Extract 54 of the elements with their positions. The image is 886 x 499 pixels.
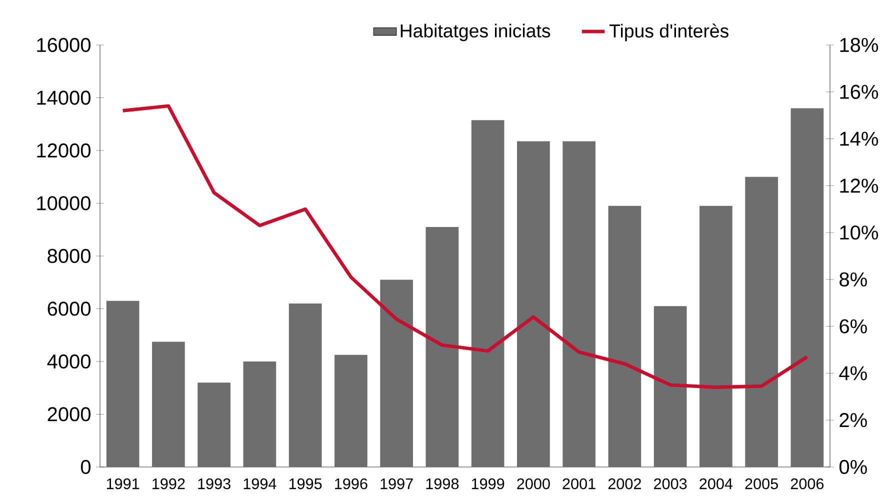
- bar: [380, 280, 413, 467]
- x-tick-label: 2004: [700, 478, 733, 490]
- y2-tick-label: 18%: [840, 38, 878, 52]
- y2-tick-label: 8%: [840, 272, 867, 287]
- bar: [334, 354, 368, 467]
- x-tick-label: 1997: [380, 478, 413, 490]
- bar: [288, 303, 322, 467]
- x-tick-label: 1998: [426, 478, 459, 490]
- y-tick-label: 6000: [48, 302, 90, 316]
- y2-tick-label: 2%: [840, 413, 867, 428]
- bar: [790, 108, 824, 467]
- y2-tick-label: 14%: [840, 132, 878, 146]
- x-tick-label: 1995: [289, 478, 322, 490]
- x-tick-label: 1994: [244, 478, 276, 490]
- y2-tick-label: 10%: [840, 225, 878, 240]
- y-tick-label: 10000: [37, 196, 90, 210]
- bar: [471, 120, 504, 467]
- x-tick-label: 1993: [198, 478, 230, 490]
- x-tick-label: 1999: [472, 478, 504, 490]
- y2-tick-label: 4%: [839, 366, 867, 380]
- x-tick-label: 1996: [335, 478, 368, 490]
- bar: [745, 176, 778, 467]
- y-tick-label: 2000: [48, 407, 90, 422]
- x-tick-label: 2005: [745, 478, 778, 490]
- x-tick-label: 1991: [106, 478, 140, 490]
- bar: [562, 141, 596, 467]
- bar: [700, 206, 732, 467]
- bar: [608, 206, 642, 467]
- y-tick-label: 8000: [48, 248, 90, 264]
- y-tick-label: 4000: [47, 354, 90, 369]
- bar: [243, 361, 276, 467]
- y-tick-label: 12000: [37, 143, 90, 158]
- y-tick-label: 16000: [37, 38, 90, 52]
- y-tick-label: 14000: [37, 90, 90, 105]
- bar: [426, 226, 459, 467]
- x-tick-label: 1992: [152, 478, 185, 490]
- bar: [152, 342, 185, 467]
- bar: [106, 300, 140, 467]
- x-tick-label: 2006: [790, 478, 824, 490]
- y2-tick-label: 6%: [840, 319, 867, 334]
- y2-tick-label: 12%: [840, 178, 878, 193]
- bar: [517, 141, 550, 467]
- y2-tick-label: 16%: [840, 84, 878, 99]
- x-tick-label: 2001: [562, 478, 596, 490]
- legend-label: Habitatges iniciats: [400, 24, 550, 42]
- bar: [654, 306, 687, 467]
- x-tick-label: 2003: [654, 478, 687, 490]
- x-tick-label: 2002: [608, 478, 641, 490]
- x-tick-label: 2000: [517, 478, 550, 490]
- bar: [198, 382, 230, 467]
- y2-tick-label: 0%: [839, 460, 867, 474]
- line-series: [121, 104, 809, 390]
- legend-label: Tipus d'interès: [609, 24, 728, 42]
- y-tick-label: 0: [80, 460, 91, 474]
